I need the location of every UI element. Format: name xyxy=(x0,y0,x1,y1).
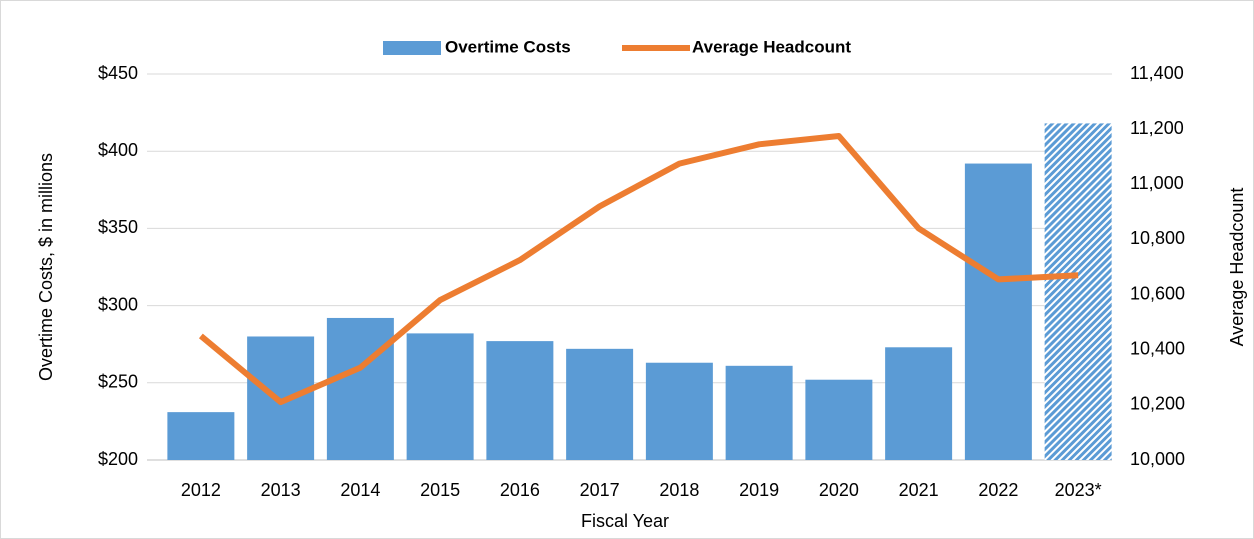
bar xyxy=(645,362,713,460)
x-tick-label: 2014 xyxy=(340,480,380,500)
y2-tick-label: 10,400 xyxy=(1130,338,1185,358)
x-tick-label: 2016 xyxy=(500,480,540,500)
y2-tick-label: 10,000 xyxy=(1130,449,1185,469)
x-tick-label: 2017 xyxy=(580,480,620,500)
y-tick-label: $200 xyxy=(98,449,138,469)
y2-tick-label: 10,600 xyxy=(1130,283,1185,303)
x-tick-label: 2019 xyxy=(739,480,779,500)
bar xyxy=(964,163,1032,460)
y2-tick-label: 11,200 xyxy=(1130,118,1184,138)
legend-label: Overtime Costs xyxy=(445,37,571,56)
x-axis-title: Fiscal Year xyxy=(581,511,669,531)
x-tick-label: 2012 xyxy=(181,480,221,500)
bar xyxy=(326,317,394,460)
bar xyxy=(885,347,953,460)
bar xyxy=(725,365,793,460)
y-tick-label: $250 xyxy=(98,372,138,392)
bar xyxy=(1044,123,1112,461)
bar xyxy=(486,341,554,460)
y2-tick-label: 11,000 xyxy=(1130,173,1184,193)
y2-tick-label: 11,400 xyxy=(1130,63,1184,83)
x-tick-label: 2018 xyxy=(659,480,699,500)
bar xyxy=(566,348,634,460)
y2-axis-title: Average Headcount xyxy=(1227,188,1247,347)
y-axis-title: Overtime Costs, $ in millions xyxy=(36,153,56,381)
legend-label: Average Headcount xyxy=(692,37,851,56)
y-tick-label: $400 xyxy=(98,140,138,160)
x-tick-label: 2020 xyxy=(819,480,859,500)
x-tick-label: 2015 xyxy=(420,480,460,500)
y2-tick-label: 10,800 xyxy=(1130,228,1185,248)
bar xyxy=(167,412,235,460)
y2-tick-label: 10,200 xyxy=(1130,394,1185,414)
x-tick-label: 2013 xyxy=(261,480,301,500)
x-tick-label: 2023* xyxy=(1055,480,1102,500)
y-tick-label: $300 xyxy=(98,294,138,314)
bar xyxy=(805,379,873,460)
x-tick-label: 2021 xyxy=(899,480,939,500)
line xyxy=(198,133,1079,406)
legend-swatch xyxy=(383,41,441,55)
bar xyxy=(406,333,474,460)
x-tick-label: 2022 xyxy=(978,480,1018,500)
y-tick-label: $450 xyxy=(98,63,138,83)
y-tick-label: $350 xyxy=(98,217,138,237)
